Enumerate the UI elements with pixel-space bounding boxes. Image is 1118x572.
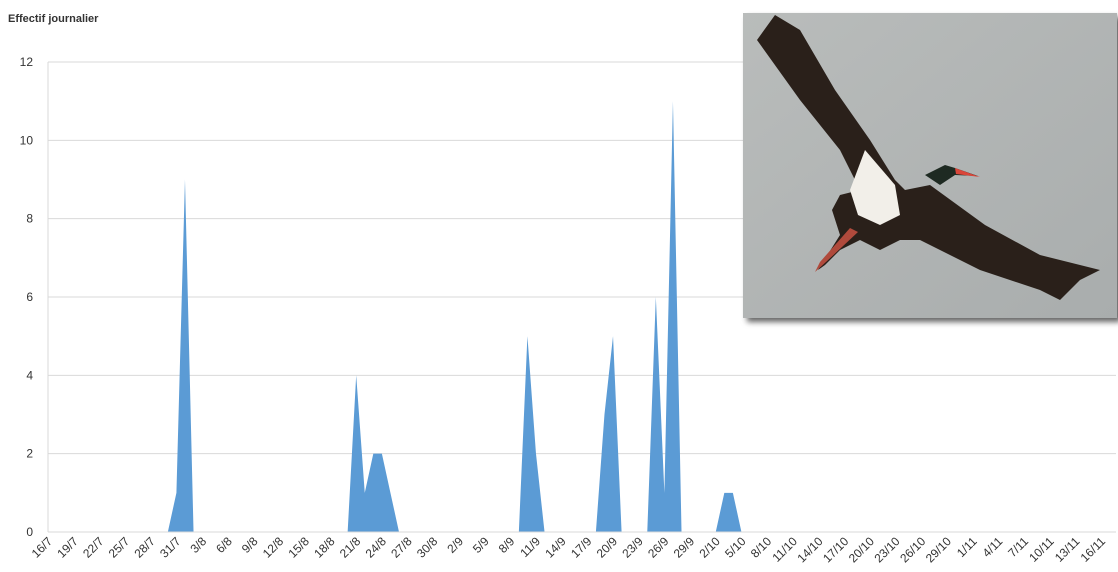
y-tick-label: 8 <box>26 212 33 226</box>
x-tick-label: 10/11 <box>1026 534 1057 565</box>
x-tick-label: 17/9 <box>568 534 595 561</box>
x-tick-label: 15/8 <box>286 534 313 561</box>
x-tick-label: 9/8 <box>239 534 261 556</box>
y-tick-label: 10 <box>20 133 34 147</box>
x-tick-label: 21/8 <box>337 534 364 561</box>
x-tick-label: 20/9 <box>594 534 621 561</box>
y-tick-label: 6 <box>26 290 33 304</box>
x-tick-label: 20/10 <box>846 534 877 565</box>
x-tick-label: 26/10 <box>897 534 928 565</box>
x-tick-label: 29/10 <box>923 534 954 565</box>
x-tick-label: 4/11 <box>980 534 1006 560</box>
x-tick-label: 11/9 <box>517 534 543 560</box>
x-tick-label: 22/7 <box>80 534 107 561</box>
x-tick-label: 5/9 <box>470 534 492 556</box>
chart-title: Effectif journalier <box>8 13 99 25</box>
x-tick-label: 31/7 <box>157 534 184 561</box>
x-tick-label: 24/8 <box>363 534 390 561</box>
x-tick-label: 19/7 <box>54 534 81 561</box>
stork-body <box>757 15 1100 300</box>
photo <box>743 13 1117 318</box>
x-tick-label: 6/8 <box>213 534 235 556</box>
x-tick-label: 8/9 <box>496 534 518 556</box>
x-tick-label: 1/11 <box>954 534 980 560</box>
x-tick-label: 12/8 <box>260 534 287 561</box>
x-tick-label: 18/8 <box>311 534 338 561</box>
x-tick-label: 2/10 <box>696 534 723 561</box>
y-tick-label: 2 <box>26 447 33 461</box>
x-tick-label: 26/9 <box>645 534 672 561</box>
x-tick-label: 3/8 <box>188 534 210 556</box>
x-tick-label: 27/8 <box>388 534 415 561</box>
x-tick-label: 2/9 <box>444 534 466 556</box>
x-tick-label: 23/10 <box>872 534 903 565</box>
x-tick-label: 30/8 <box>414 534 441 561</box>
x-tick-label: 25/7 <box>106 534 133 561</box>
x-tick-label: 28/7 <box>131 534 158 561</box>
x-tick-label: 16/11 <box>1078 534 1109 565</box>
stork-legs <box>815 228 858 272</box>
stork-beak <box>955 168 980 177</box>
x-tick-label: 11/10 <box>769 534 800 565</box>
y-tick-label: 4 <box>26 368 33 382</box>
y-tick-label: 0 <box>26 525 33 539</box>
x-tick-label: 14/10 <box>794 534 825 565</box>
x-tick-label: 17/10 <box>820 534 851 565</box>
x-tick-label: 14/9 <box>542 534 569 561</box>
y-tick-label: 12 <box>20 55 34 69</box>
stork-head <box>925 165 978 185</box>
x-tick-label: 23/9 <box>619 534 646 561</box>
x-tick-label: 29/9 <box>671 534 698 561</box>
x-tick-label: 13/11 <box>1052 534 1083 565</box>
stork-belly <box>850 150 900 225</box>
x-tick-label: 5/10 <box>722 534 749 561</box>
